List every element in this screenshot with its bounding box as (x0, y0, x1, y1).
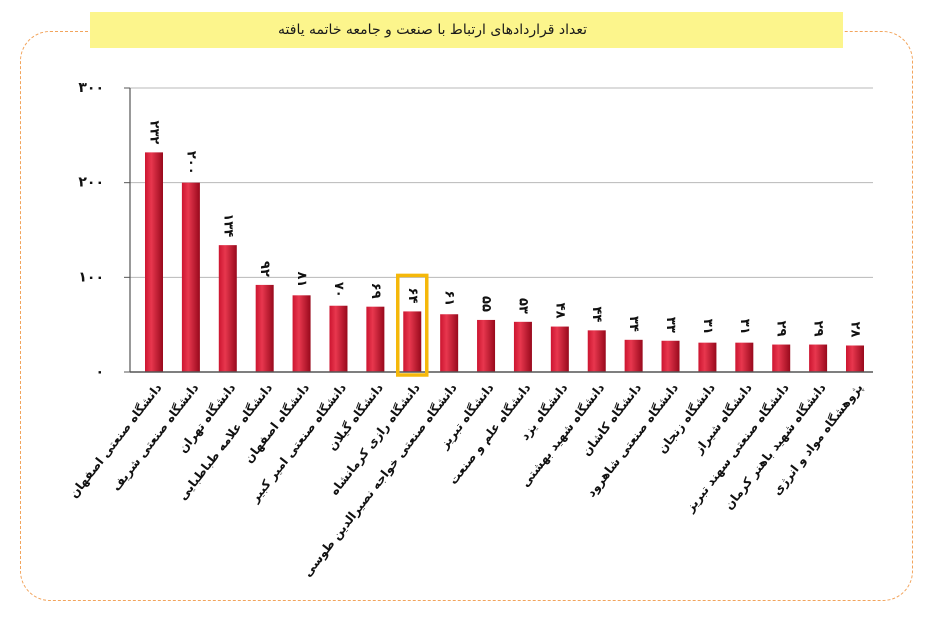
bar (477, 319, 496, 372)
axes (129, 88, 873, 373)
bar (550, 326, 569, 372)
bar (255, 284, 274, 372)
data-label: ۶۴ (405, 288, 420, 304)
data-label: ۲۹ (811, 321, 826, 337)
y-tick-label: ۱۰۰ (78, 269, 104, 285)
data-labels: ۲۳۲ ۲۰۰ ۱۳۴ ۹۲ ۸۱ ۷۰ ۶۹ ۶۴ ۶۱ ۵۵ ۵۳ ۴۸ ۴۴ ۳۴ ۳۳ ۳۱ ۳۱ ۲۹ ۲… (147, 121, 863, 338)
data-label: ۲۹ (774, 321, 789, 337)
y-tick-label: ۳۰۰ (78, 80, 104, 96)
chart-title: تعداد قراردادهای ارتباط با صنعت و جامعه … (278, 22, 587, 38)
data-label: ۲۸ (848, 322, 863, 338)
bar (587, 330, 606, 372)
bar (624, 339, 643, 372)
highlight-box (396, 273, 429, 377)
data-label: ۳۱ (737, 319, 752, 335)
data-label: ۴۴ (589, 306, 604, 322)
data-label: ۳۱ (700, 319, 715, 335)
data-label: ۶۱ (442, 290, 457, 306)
bar (181, 182, 200, 372)
bar (440, 314, 459, 372)
bar (218, 245, 237, 372)
y-axis-ticks: ۰ ۱۰۰ ۲۰۰ ۳۰۰ (78, 80, 130, 380)
data-label: ۷۰ (331, 282, 346, 298)
bar (772, 344, 791, 372)
gridlines (130, 87, 873, 278)
data-label: ۹۲ (257, 261, 272, 277)
data-label: ۱۳۴ (220, 213, 235, 237)
data-label: ۵۳ (515, 298, 530, 314)
bar (403, 311, 422, 372)
data-label: ۵۵ (479, 296, 494, 312)
y-tick-label: ۲۰۰ (78, 175, 104, 191)
title-banner: تعداد قراردادهای ارتباط با صنعت و جامعه … (90, 12, 843, 48)
highlight-layer (396, 273, 429, 377)
data-label: ۳۴ (626, 316, 641, 332)
data-label: ۳۳ (663, 317, 678, 333)
data-label: ۶۹ (368, 283, 383, 299)
bar (329, 305, 348, 372)
bar (735, 342, 754, 372)
bar (145, 152, 163, 372)
category-label: دانشگاه اصفهان (241, 381, 312, 466)
bar (513, 321, 532, 372)
bar (809, 344, 828, 372)
bar (292, 295, 311, 372)
data-label: ۴۸ (552, 303, 567, 319)
bar (366, 306, 385, 372)
bar (698, 342, 717, 372)
y-tick-label: ۰ (95, 364, 104, 380)
bars (145, 152, 864, 372)
data-label: ۸۱ (294, 271, 309, 287)
bar (661, 340, 680, 372)
data-label: ۲۳۲ (147, 121, 162, 145)
bar (846, 345, 864, 372)
data-label: ۲۰۰ (183, 151, 198, 175)
